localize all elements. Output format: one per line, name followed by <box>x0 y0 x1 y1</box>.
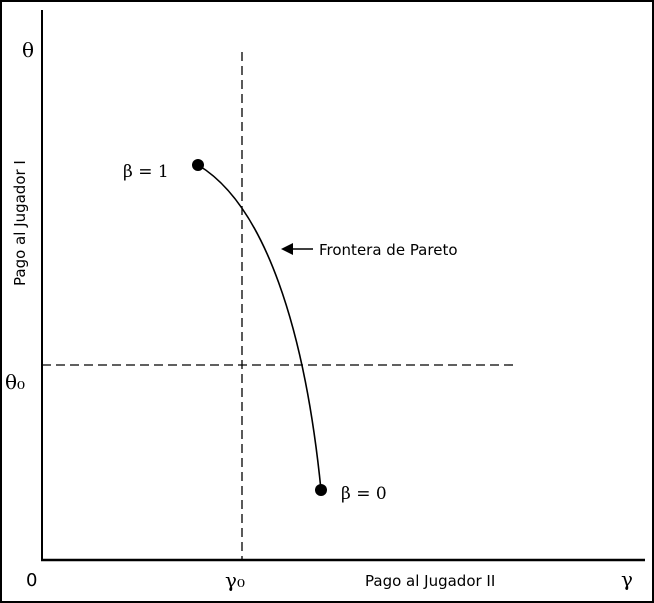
beta-zero-point <box>315 484 327 496</box>
beta-one-label: β = 1 <box>123 162 169 182</box>
beta-zero-label: β = 0 <box>341 484 387 504</box>
gamma0-symbol: γ₀ <box>225 568 245 592</box>
y-axis-title: Pago al Jugador I <box>11 160 29 286</box>
pareto-frontier-curve <box>197 164 322 491</box>
frontier-annotation: Frontera de Pareto <box>319 241 458 259</box>
theta-symbol: θ <box>22 38 34 62</box>
frontier-arrow-head <box>281 243 293 255</box>
beta-one-point <box>192 159 204 171</box>
theta0-symbol: θ₀ <box>5 370 25 394</box>
origin-label: 0 <box>26 570 37 591</box>
gamma-symbol: γ <box>621 567 633 591</box>
x-axis-title: Pago al Jugador II <box>365 572 495 590</box>
